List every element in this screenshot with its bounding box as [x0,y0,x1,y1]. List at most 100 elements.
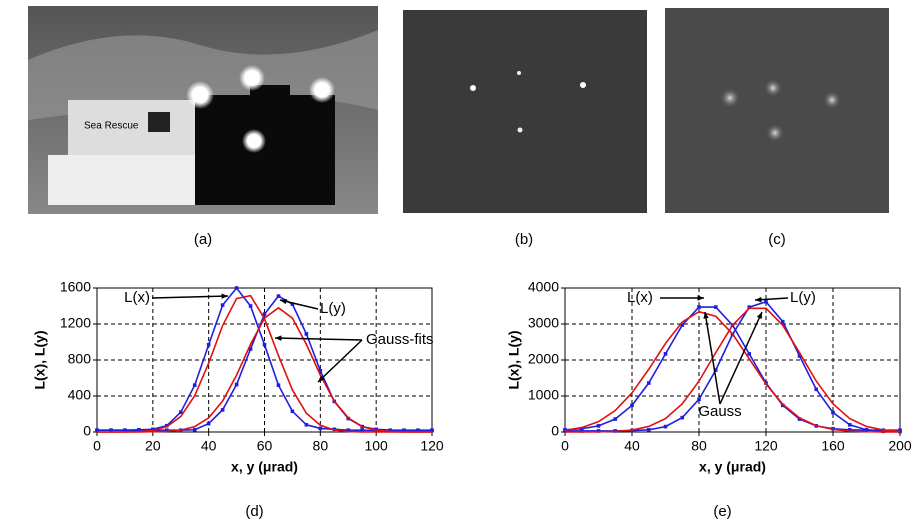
data-point [220,303,225,307]
data-point [814,387,819,392]
data-point [304,332,309,336]
x-axis-label: x, y (μrad) [699,459,766,475]
data-point [780,403,785,408]
data-point [563,429,567,433]
x-axis-label: x, y (μrad) [231,459,298,475]
y-axis-label: L(x), L(y) [506,330,522,389]
caption: (d) [245,503,263,520]
caption: (e) [713,503,731,520]
data-point [713,368,718,372]
plot-frame [96,287,433,433]
data-point [797,354,802,358]
data-point [248,347,253,351]
data-point [290,409,295,414]
arrow-head [703,312,709,319]
y-tick-label: 1600 [60,279,91,295]
arrow-head [755,296,762,303]
data-point [663,352,668,356]
data-point [747,305,752,309]
data-point [318,426,323,431]
series-line [564,307,901,433]
data-point [646,428,651,432]
data-point [579,426,584,431]
data-point [248,304,253,308]
arrow [317,339,363,383]
data-point [402,428,406,432]
data-point [178,410,183,414]
data-point [276,383,281,387]
y-axis-label: L(x), L(y) [32,330,48,389]
x-tick-label: 0 [561,438,569,454]
arrow [719,311,763,405]
data-point [164,428,169,432]
caption: (a) [194,231,212,248]
series-label: L(x) [627,289,653,306]
x-tick-label: 120 [420,438,444,454]
data-point [192,383,197,387]
x-tick-label: 200 [888,438,912,454]
data-point [646,381,651,385]
data-point [630,403,634,408]
y-tick-label: 3000 [528,315,559,331]
data-point [304,423,309,427]
arrow [151,295,229,299]
data-point [697,305,701,309]
data-point [847,428,852,432]
y-tick-label: 2000 [528,351,559,367]
data-point [663,424,668,429]
data-point [680,415,685,420]
arrow-head [697,295,704,301]
arrow-head [318,375,325,382]
arrow [704,311,721,405]
data-point [831,410,835,415]
series-label: L(x) [124,289,150,306]
arrow-head [275,335,282,341]
x-tick-label: 0 [93,438,101,454]
data-point [713,305,718,309]
data-point [613,417,618,421]
data-point [318,369,323,373]
data-point [847,423,852,427]
data-point [388,428,392,432]
data-point [262,342,267,347]
data-point [137,428,141,432]
data-point [109,428,113,432]
x-tick-label: 120 [754,438,778,454]
annotation: Gauss-fits [366,331,434,348]
y-tick-label: 0 [83,423,91,439]
arrow [279,299,319,310]
y-tick-label: 1000 [528,387,559,403]
data-point [780,319,785,324]
data-point [95,428,99,432]
data-point [346,428,351,432]
data-point [697,397,701,402]
arrow-head [221,293,228,299]
series-line [564,310,901,433]
data-point [276,294,281,298]
data-point [234,286,239,290]
data-point [374,427,378,432]
data-point [680,323,685,327]
x-tick-label: 80 [313,438,329,454]
data-point [220,408,225,412]
x-tick-label: 160 [821,438,845,454]
caption: (c) [768,231,786,248]
image-c [665,8,889,213]
data-point [234,382,239,387]
photo-text: Sea Rescue [84,121,139,132]
series-line [97,306,432,433]
data-point [416,428,420,432]
y-tick-label: 800 [68,351,92,367]
x-tick-label: 40 [201,438,217,454]
y-tick-label: 0 [551,423,559,439]
photo-a: Sea Rescue [28,6,378,214]
y-tick-label: 4000 [528,279,559,295]
data-point [596,424,601,428]
arrow [274,337,363,341]
y-tick-label: 1200 [60,315,91,331]
data-point [579,429,584,433]
data-point [206,342,211,347]
data-point [764,299,768,304]
